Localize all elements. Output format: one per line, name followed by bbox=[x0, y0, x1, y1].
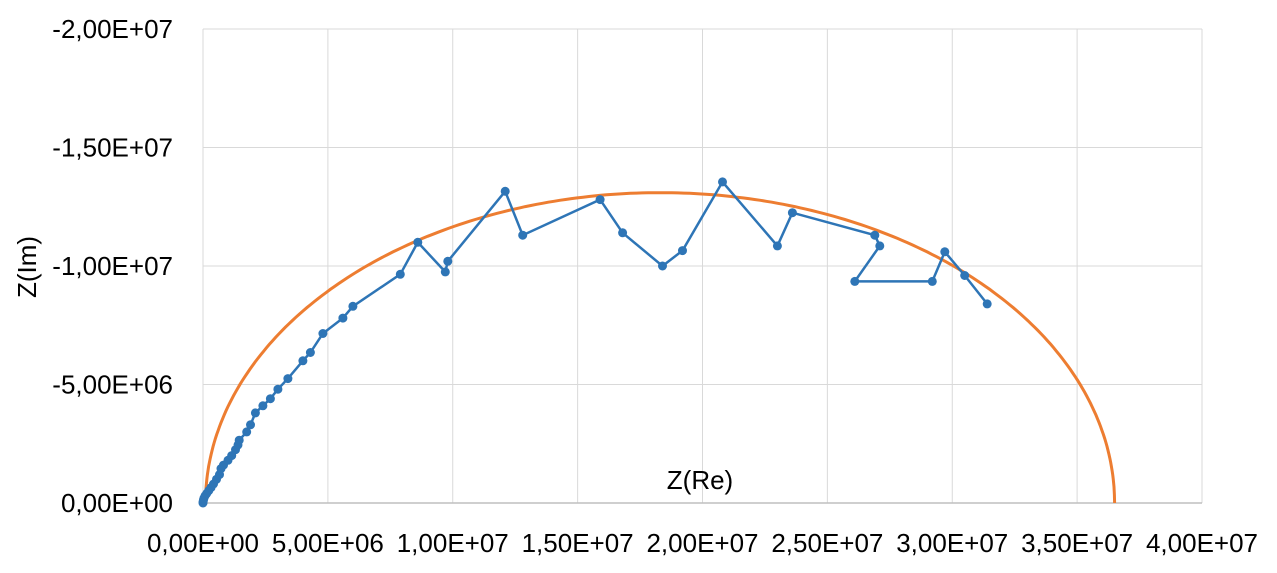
data-point bbox=[927, 276, 937, 286]
fit-curve-line bbox=[204, 191, 1117, 504]
data-point bbox=[658, 261, 667, 271]
data-point bbox=[960, 271, 970, 280]
data-point bbox=[258, 401, 268, 411]
data-point bbox=[875, 241, 885, 251]
x-tick-label: 1,00E+07 bbox=[397, 528, 509, 558]
y-tick-label: -5,00E+06 bbox=[52, 370, 173, 400]
y-tick-label: -1,00E+07 bbox=[52, 251, 173, 281]
data-point bbox=[283, 374, 293, 384]
data-point bbox=[242, 427, 252, 437]
data-point bbox=[318, 329, 328, 338]
data-point bbox=[234, 435, 244, 445]
data-point bbox=[348, 301, 358, 311]
x-tick-label: 5,00E+06 bbox=[272, 528, 384, 558]
data-point bbox=[265, 394, 275, 404]
measured-series-group bbox=[198, 177, 992, 508]
y-axis-title: Z(Im) bbox=[12, 236, 42, 298]
data-point bbox=[618, 228, 628, 238]
x-tick-label: 3,50E+07 bbox=[1021, 528, 1133, 558]
data-point bbox=[440, 267, 450, 277]
x-tick-label: 2,50E+07 bbox=[771, 528, 883, 558]
data-point bbox=[678, 246, 687, 256]
x-axis-title: Z(Re) bbox=[667, 465, 733, 495]
y-tick-label: -2,00E+07 bbox=[52, 14, 173, 44]
fit-curve-group bbox=[204, 191, 1117, 504]
x-tick-label: 0,00E+00 bbox=[147, 528, 259, 558]
x-tick-label: 4,00E+07 bbox=[1146, 528, 1258, 558]
data-point bbox=[250, 408, 260, 418]
y-tick-label: -1,50E+07 bbox=[52, 133, 173, 163]
data-point bbox=[518, 230, 528, 240]
data-point bbox=[413, 237, 423, 247]
data-point bbox=[273, 384, 283, 394]
data-point bbox=[246, 420, 255, 430]
data-point bbox=[940, 247, 950, 257]
x-tick-label: 3,00E+07 bbox=[896, 528, 1008, 558]
x-tick-label: 2,00E+07 bbox=[646, 528, 758, 558]
data-point bbox=[870, 230, 880, 240]
data-point bbox=[500, 186, 510, 196]
data-point bbox=[595, 195, 605, 205]
data-point bbox=[395, 269, 405, 279]
x-tick-labels: 0,00E+00 5,00E+06 1,00E+07 1,50E+07 2,00E+07… bbox=[147, 528, 1258, 558]
data-point bbox=[787, 208, 797, 218]
data-point bbox=[338, 313, 348, 323]
data-point bbox=[298, 356, 308, 366]
data-point bbox=[443, 256, 453, 266]
x-tick-label: 1,50E+07 bbox=[522, 528, 634, 558]
data-point bbox=[305, 348, 315, 357]
data-point bbox=[850, 276, 860, 286]
data-point bbox=[982, 299, 992, 309]
data-point bbox=[718, 177, 727, 187]
y-tick-labels: 0,00E+00 -5,00E+06 -1,00E+07 -1,50E+07 -2,00… bbox=[52, 14, 173, 518]
data-point bbox=[772, 241, 782, 251]
y-tick-label: 0,00E+00 bbox=[61, 488, 173, 518]
